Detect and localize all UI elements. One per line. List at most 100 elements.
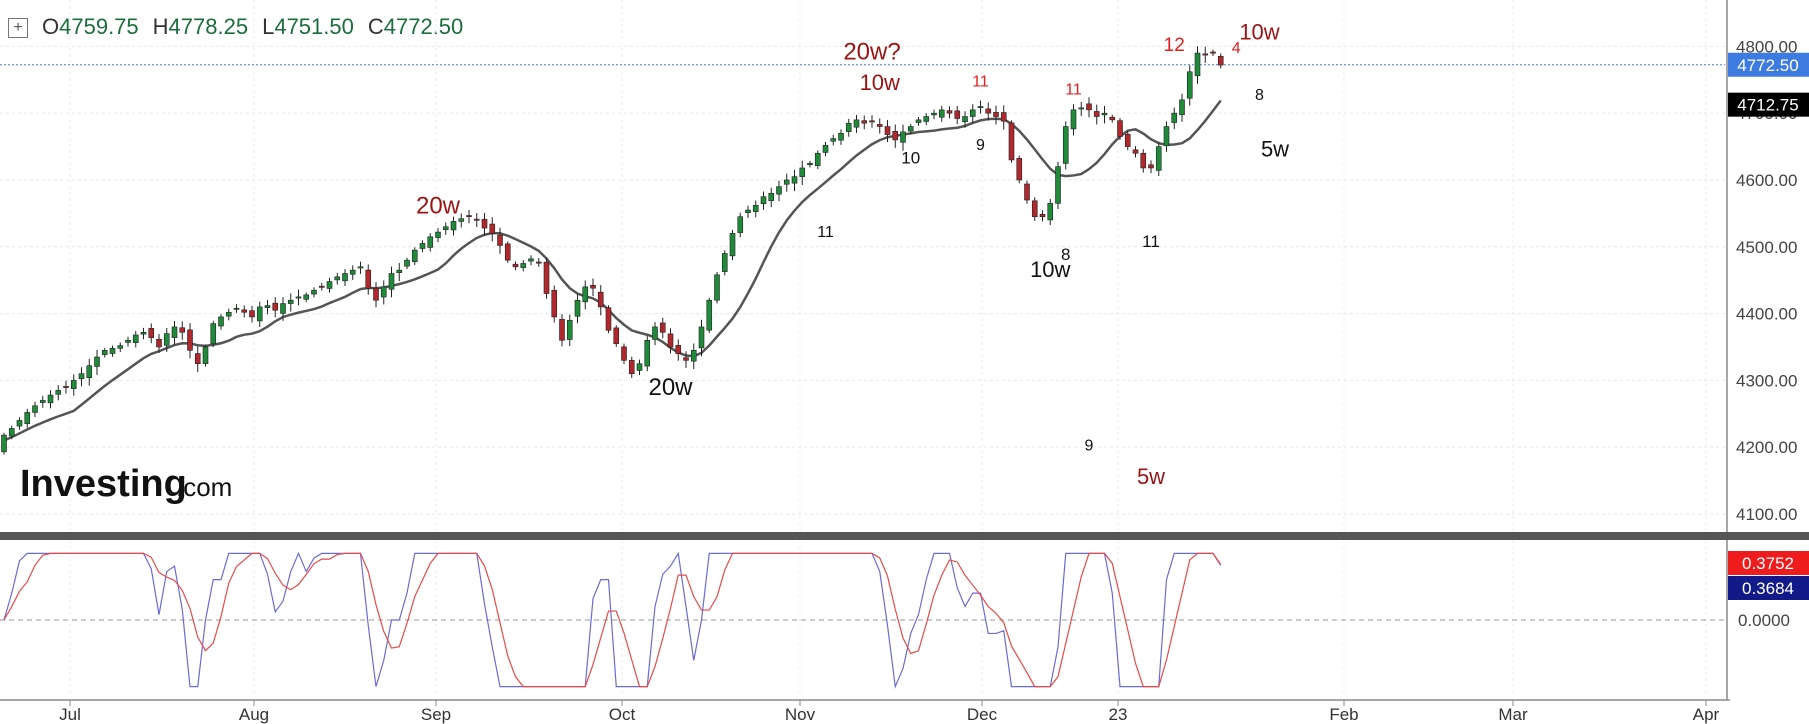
x-tick-label: 23 bbox=[1109, 705, 1128, 724]
candle-body bbox=[357, 266, 364, 269]
candle-body bbox=[884, 126, 891, 135]
candle-body bbox=[349, 269, 356, 275]
candle-body bbox=[845, 122, 852, 132]
wave-annotation: 11 bbox=[817, 224, 834, 241]
candle-body bbox=[1202, 53, 1209, 56]
ohlc-close: C4772.50 bbox=[367, 14, 464, 39]
candle-body bbox=[900, 131, 906, 143]
candle-body bbox=[543, 261, 550, 294]
candle-body bbox=[473, 218, 480, 221]
candle-body bbox=[1124, 133, 1131, 147]
candle-body bbox=[1031, 200, 1038, 218]
candle-body bbox=[450, 221, 457, 231]
candle-body bbox=[605, 307, 612, 331]
candle-body bbox=[16, 420, 23, 427]
x-tick-label: Sep bbox=[421, 705, 451, 724]
candle-body bbox=[512, 263, 519, 268]
candle-body bbox=[32, 405, 38, 413]
candle-body bbox=[326, 281, 333, 289]
candle-body bbox=[47, 394, 54, 404]
candle-body bbox=[1086, 103, 1092, 111]
investing-logo-suffix: .com bbox=[176, 472, 232, 502]
candle-body bbox=[559, 319, 565, 341]
y-tick-label: 4100.00 bbox=[1736, 505, 1797, 524]
wave-annotation: 11 bbox=[1065, 81, 1082, 98]
candle-body bbox=[264, 305, 271, 309]
oscillator-slow-line bbox=[3, 552, 1222, 688]
candle-body bbox=[729, 233, 736, 257]
candle-body bbox=[1171, 112, 1178, 123]
candle-body bbox=[396, 269, 403, 273]
candle-body bbox=[140, 331, 147, 335]
candle-body bbox=[1024, 183, 1030, 201]
candle-body bbox=[1047, 203, 1054, 221]
x-tick-label: Dec bbox=[967, 705, 998, 724]
candle-body bbox=[892, 131, 899, 141]
candle-body bbox=[721, 253, 728, 272]
candle-body bbox=[1016, 158, 1023, 181]
candle-body bbox=[535, 261, 542, 264]
candle-body bbox=[659, 322, 666, 333]
candle-body bbox=[442, 226, 449, 230]
candle-body bbox=[566, 319, 573, 340]
candle-body bbox=[489, 223, 496, 234]
candle-body bbox=[497, 234, 503, 246]
candle-body bbox=[1140, 152, 1147, 169]
candle-body bbox=[683, 357, 689, 361]
candle-body bbox=[675, 345, 682, 354]
candle-body bbox=[1163, 126, 1170, 147]
wave-annotation: 9 bbox=[1085, 438, 1094, 455]
candle-body bbox=[1070, 109, 1077, 130]
candle-body bbox=[931, 112, 937, 116]
wave-annotation: 10w bbox=[1030, 257, 1070, 282]
candle-body bbox=[504, 243, 511, 261]
candle-body bbox=[1109, 116, 1116, 121]
candle-body bbox=[1000, 112, 1007, 122]
candle-body bbox=[233, 307, 240, 310]
candle-body bbox=[652, 326, 658, 340]
candle-body bbox=[861, 120, 868, 124]
candle-body bbox=[1194, 52, 1201, 77]
candle-body bbox=[776, 186, 782, 195]
pane-separator[interactable] bbox=[0, 532, 1809, 540]
candle-body bbox=[644, 339, 651, 367]
osc-value-label: 0.3684 bbox=[1742, 579, 1794, 598]
price-tag-label: 4712.75 bbox=[1737, 96, 1798, 115]
candle-body bbox=[132, 334, 139, 344]
candle-body bbox=[582, 286, 589, 303]
candle-body bbox=[1062, 126, 1069, 164]
price-tag bbox=[1728, 52, 1809, 77]
candle-body bbox=[86, 365, 93, 379]
candle-body bbox=[210, 323, 217, 345]
y-tick-label: 4500.00 bbox=[1736, 238, 1797, 257]
osc-value-label: 0.3752 bbox=[1742, 554, 1794, 573]
candle-body bbox=[94, 356, 100, 367]
wave-annotation: 10w bbox=[1239, 20, 1279, 45]
candle-body bbox=[962, 116, 968, 123]
candle-body bbox=[907, 126, 914, 132]
candle-body bbox=[869, 120, 875, 123]
x-tick-label: Nov bbox=[785, 705, 816, 724]
x-tick-label: Mar bbox=[1498, 705, 1528, 724]
candle-body bbox=[977, 106, 984, 109]
candle-body bbox=[1186, 71, 1193, 99]
candle-body bbox=[1039, 214, 1046, 218]
osc-value-tag bbox=[1728, 551, 1809, 575]
wave-annotation: 20w bbox=[416, 192, 461, 219]
y-tick-label: 4400.00 bbox=[1736, 305, 1797, 324]
candle-body bbox=[39, 400, 46, 403]
candle-body bbox=[714, 274, 720, 301]
candle-body bbox=[78, 373, 85, 380]
candle-body bbox=[435, 231, 441, 238]
expand-plus-icon[interactable]: + bbox=[8, 18, 28, 38]
candle-body bbox=[915, 119, 922, 123]
candle-body bbox=[1217, 55, 1224, 66]
candle-body bbox=[334, 276, 341, 281]
ohlc-header: + O4759.75 H4778.25 L4751.50 C4772.50 bbox=[8, 14, 477, 40]
candle-body bbox=[311, 289, 317, 295]
candle-body bbox=[125, 339, 131, 343]
wave-annotation: 5w bbox=[1137, 464, 1165, 489]
candle-body bbox=[752, 205, 759, 212]
candle-body bbox=[287, 299, 294, 304]
